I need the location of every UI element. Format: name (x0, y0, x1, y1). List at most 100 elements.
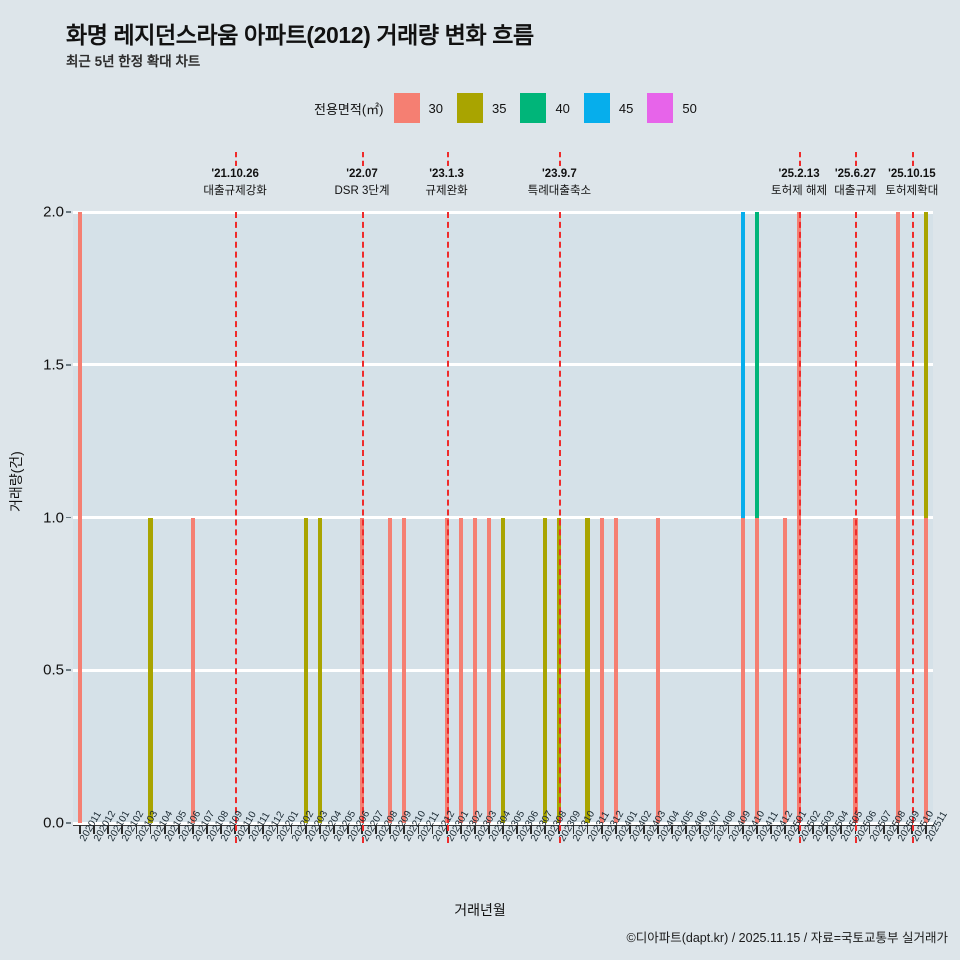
legend-label-50: 50 (682, 100, 697, 116)
legend-title: 전용면적(㎡) (314, 101, 384, 117)
event-desc-202502: 토허제 해제 (771, 184, 828, 197)
event-desc-202301: 규제완화 (425, 184, 468, 197)
page-title: 화명 레지던스라움 아파트(2012) 거래량 변화 흐름 (66, 22, 534, 48)
bar-202304-30[interactable] (486, 517, 491, 823)
x-tick-mark-202109 (220, 825, 222, 834)
legend-label-45: 45 (618, 100, 634, 116)
bar-202303-30[interactable] (472, 517, 477, 823)
bar-202210-30[interactable] (402, 517, 407, 823)
x-tick-mark-202505 (840, 825, 843, 834)
event-line-202502 (799, 212, 802, 823)
event-line-202506 (855, 212, 858, 823)
x-tick-mark-202308 (544, 825, 547, 834)
bar-202204-35[interactable] (317, 517, 322, 823)
event-desc-202506: 대출규제 (834, 184, 877, 197)
legend-item-35[interactable]: 35 (456, 93, 520, 123)
y-tick-label-1.5: 1.5 (43, 356, 64, 374)
x-tick-mark-202508 (882, 825, 885, 834)
bar-202312-30[interactable] (599, 517, 604, 823)
bar-202404-30[interactable] (655, 517, 661, 823)
bar-202501-30[interactable] (782, 517, 788, 823)
y-tick-mark-1.5 (66, 363, 71, 366)
bar-202209-30[interactable] (388, 517, 393, 823)
x-tick-mark-202501 (784, 825, 786, 834)
x-tick-mark-202409 (727, 825, 730, 834)
legend-item-40[interactable]: 40 (520, 93, 583, 123)
x-tick-mark-202411 (755, 825, 758, 834)
event-tick-under-202309 (559, 825, 562, 843)
bar-202411-40[interactable] (754, 212, 759, 518)
x-tick-mark-202402 (628, 825, 631, 834)
legend-item-45[interactable]: 45 (583, 93, 647, 123)
x-tick-mark-202103 (135, 825, 138, 834)
event-date-202506: '25.6.27 (834, 168, 876, 180)
x-tick-mark-202312 (600, 825, 603, 834)
event-line-202110 (235, 212, 238, 823)
legend-item-30[interactable]: 30 (393, 93, 457, 123)
x-tick-mark-202206 (347, 825, 349, 834)
x-tick-mark-202404 (657, 825, 659, 834)
y-tick-label-1.0: 1.0 (43, 509, 64, 526)
bar-202410-45[interactable] (740, 212, 745, 518)
x-tick-mark-202304 (488, 825, 490, 834)
event-tick-under-202510 (911, 825, 914, 843)
x-tick-mark-202407 (699, 825, 702, 834)
bar-202308-35[interactable] (543, 517, 548, 823)
event-date-202110: '21.10.26 (211, 168, 259, 180)
x-tick-mark-202105 (163, 825, 166, 834)
y-tick-mark-0.0 (66, 822, 71, 824)
x-tick-mark-202108 (206, 825, 208, 834)
event-tick-202110 (235, 152, 238, 166)
x-tick-mark-202311 (586, 825, 589, 834)
event-tick-202502 (799, 152, 802, 166)
x-tick-mark-202204 (318, 825, 321, 834)
event-annotation-202309: '23.9.7 특례대출축소 (499, 166, 619, 199)
event-tick-202207 (362, 152, 365, 166)
y-tick-mark-1.0 (66, 516, 71, 519)
legend-swatch-35 (456, 93, 483, 123)
bar-202011-30[interactable] (77, 212, 83, 823)
bar-202502-30[interactable] (796, 212, 802, 823)
bar-202511-35[interactable] (923, 212, 929, 518)
x-tick-mark-202511 (925, 825, 927, 834)
bar-202107-30[interactable] (190, 517, 195, 823)
bar-202207-30[interactable] (359, 517, 365, 823)
event-annotation-202510: '25.10.15 토허제확대 (852, 166, 960, 199)
x-tick-mark-202205 (332, 825, 335, 834)
legend-item-50[interactable]: 50 (647, 93, 710, 123)
x-tick-mark-202412 (769, 825, 772, 834)
event-date-202309: '23.9.7 (542, 168, 577, 180)
legend-swatch-45 (583, 93, 610, 123)
event-line-202510 (911, 212, 914, 823)
event-date-202207: '22.07 (346, 168, 378, 180)
bar-202506-30[interactable] (853, 517, 858, 823)
event-date-202510: '25.10.15 (888, 168, 936, 180)
x-tick-mark-202507 (868, 825, 871, 834)
bar-202203-35[interactable] (303, 517, 308, 823)
x-tick-mark-202408 (713, 825, 716, 834)
x-tick-mark-202110 (234, 825, 237, 834)
x-tick-mark-202107 (191, 825, 194, 834)
x-tick-mark-202106 (177, 825, 180, 834)
y-tick-label-2.0: 2.0 (43, 203, 64, 221)
page-subtitle: 최근 5년 한정 확대 차트 (66, 54, 201, 69)
x-tick-mark-202104 (149, 825, 152, 834)
bar-202309-35[interactable] (557, 517, 562, 823)
bar-202311-35[interactable] (585, 517, 590, 823)
footer-credit: ©디아파트(dapt.kr) / 2025.11.15 / 자료=국토교통부 실… (626, 931, 949, 945)
bar-202410-30[interactable] (740, 517, 745, 823)
x-tick-mark-202305 (502, 825, 504, 834)
bar-202411-30[interactable] (754, 517, 759, 823)
x-tick-mark-202209 (389, 825, 392, 834)
x-tick-mark-202406 (685, 825, 688, 834)
x-tick-mark-202208 (375, 825, 377, 834)
event-tick-under-202301 (446, 825, 449, 843)
x-tick-mark-202112 (262, 825, 265, 834)
bar-202511-30[interactable] (923, 517, 929, 823)
bar-202104-35[interactable] (148, 517, 153, 823)
event-desc-202510: 토허제확대 (885, 184, 939, 197)
bar-202305-35[interactable] (500, 517, 506, 823)
bar-202509-30[interactable] (895, 212, 900, 823)
bar-202401-30[interactable] (613, 517, 618, 823)
bar-202302-30[interactable] (458, 517, 463, 823)
